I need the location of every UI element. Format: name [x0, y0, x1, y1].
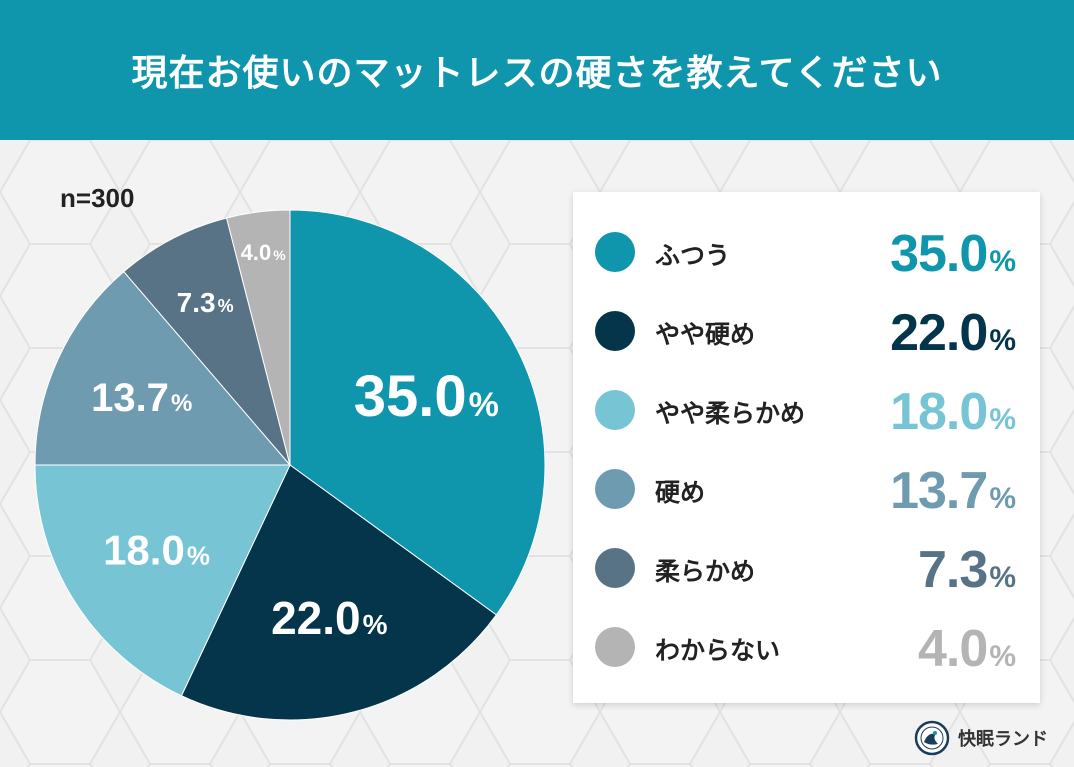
- pie-label-value: 35.0: [354, 364, 467, 429]
- pie-slice-4: [34, 270, 292, 466]
- legend-label: 柔らかめ: [655, 557, 756, 586]
- legend-value: 13.7%: [890, 461, 1016, 521]
- legend-item-4: 硬め 13.7%: [573, 459, 1040, 521]
- header-banner: 現在お使いのマットレスの硬さを教えてください: [0, 0, 1074, 140]
- legend-value: 35.0%: [890, 224, 1016, 284]
- legend-value-unit: %: [989, 324, 1016, 357]
- pie-label-unit: %: [469, 386, 499, 424]
- pie-label-unit: %: [187, 540, 210, 570]
- pie-label-value: 7.3: [177, 287, 216, 318]
- sample-size-label: n=300: [60, 183, 135, 213]
- legend-label: わからない: [655, 636, 781, 665]
- pie-label-unit: %: [171, 390, 192, 417]
- legend-value: 7.3%: [918, 540, 1016, 600]
- pie-slice-1: [289, 209, 546, 616]
- legend-item-3: やや柔らかめ 18.0%: [573, 380, 1040, 442]
- legend-panel: ふつう 35.0% やや硬め 22.0% やや柔らかめ 18.0% 硬め 13.7% 柔らかめ 7…: [573, 192, 1040, 703]
- pie-label-value: 22.0: [271, 592, 361, 644]
- pie-slice-3: [34, 464, 291, 697]
- legend-item-6: わからない 4.0%: [573, 617, 1040, 679]
- pie-label-value: 13.7: [91, 376, 169, 420]
- brand-name: 快眠ランド: [958, 729, 1048, 750]
- legend-value-number: 4.0: [918, 620, 988, 678]
- legend-label: 硬め: [655, 478, 706, 507]
- legend-value-number: 18.0: [890, 383, 988, 441]
- pie-slice-5: [123, 217, 291, 466]
- legend-item-1: ふつう 35.0%: [573, 222, 1040, 284]
- chart-title: 現在お使いのマットレスの硬さを教えてください: [131, 53, 943, 94]
- pie-label-unit: %: [273, 247, 286, 263]
- pie-label-value: 18.0: [103, 526, 185, 573]
- legend-swatch: [595, 390, 635, 430]
- legend-swatch: [595, 548, 635, 588]
- pie-label-5: 7.3%: [177, 287, 234, 318]
- pie-slice-6: [225, 209, 291, 466]
- legend-value-unit: %: [989, 561, 1016, 594]
- legend-value-unit: %: [989, 245, 1016, 278]
- legend-value-unit: %: [989, 482, 1016, 515]
- legend-item-2: やや硬め 22.0%: [573, 301, 1040, 363]
- brand-mark: 快眠ランド: [914, 718, 1048, 758]
- pie-label-3: 18.0%: [103, 526, 210, 573]
- legend-swatch: [595, 469, 635, 509]
- legend-swatch: [595, 232, 635, 272]
- kaimin-land-logo-icon: [914, 720, 950, 756]
- legend-label: ふつう: [655, 241, 731, 270]
- legend-value-number: 13.7: [890, 462, 988, 520]
- legend-value-number: 35.0: [890, 225, 988, 283]
- legend-swatch: [595, 627, 635, 667]
- legend-value: 4.0%: [918, 619, 1016, 679]
- legend-value-unit: %: [989, 640, 1016, 673]
- legend-value-number: 7.3: [918, 541, 988, 599]
- pie-label-unit: %: [363, 609, 388, 640]
- legend-label: やや硬め: [655, 320, 756, 349]
- legend-swatch: [595, 311, 635, 351]
- pie-label-6: 4.0%: [241, 240, 287, 265]
- pie-label-1: 35.0%: [354, 364, 499, 429]
- legend-value: 18.0%: [890, 382, 1016, 442]
- legend-label: やや柔らかめ: [655, 399, 806, 428]
- legend-value: 22.0%: [890, 303, 1016, 363]
- pie-label-2: 22.0%: [271, 592, 388, 644]
- pie-label-unit: %: [218, 296, 234, 316]
- legend-item-5: 柔らかめ 7.3%: [573, 538, 1040, 600]
- pie-label-4: 13.7%: [91, 376, 192, 420]
- legend-value-number: 22.0: [890, 304, 988, 362]
- pie-label-value: 4.0: [241, 240, 272, 265]
- legend-value-unit: %: [989, 403, 1016, 436]
